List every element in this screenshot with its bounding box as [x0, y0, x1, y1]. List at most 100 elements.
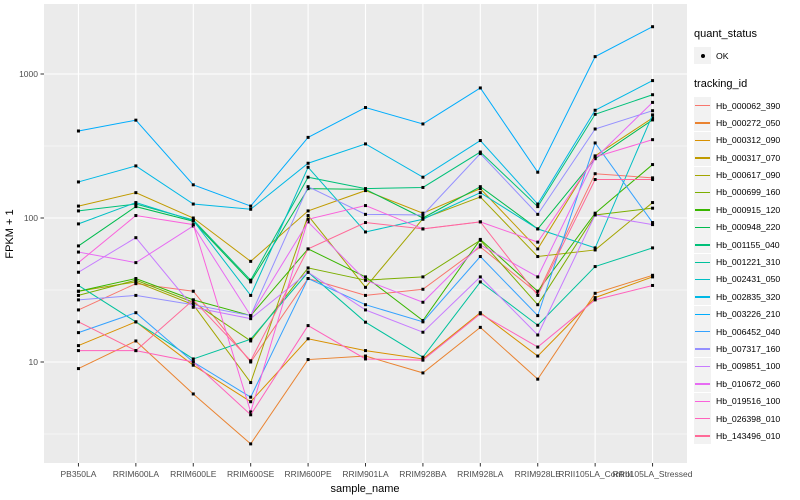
legend-entry-label: Hb_010672_060 — [716, 378, 781, 389]
data-point — [306, 135, 310, 139]
data-point — [306, 337, 310, 341]
data-point — [651, 201, 655, 205]
legend-entry-label: Hb_143496_010 — [716, 430, 781, 441]
line-key-icon — [694, 288, 711, 306]
data-point — [651, 273, 655, 277]
line-key-icon — [694, 375, 711, 393]
data-point — [306, 247, 310, 251]
legend-entry-Hb_001155_040: Hb_001155_040 — [694, 236, 800, 254]
data-point — [191, 219, 195, 223]
data-point — [191, 223, 195, 227]
data-point — [249, 337, 253, 341]
data-point — [478, 245, 482, 249]
legend-entry-label: Hb_002431_050 — [716, 274, 781, 285]
data-point — [191, 303, 195, 307]
data-point — [364, 275, 367, 279]
legend-entry-Hb_003226_210: Hb_003226_210 — [694, 305, 800, 323]
data-point — [306, 324, 310, 328]
data-point — [536, 227, 540, 231]
data-point — [651, 176, 655, 180]
data-point — [76, 261, 80, 265]
data-point — [134, 191, 138, 195]
data-point — [364, 349, 367, 353]
data-point — [306, 185, 310, 189]
legend-entry-label: Hb_003226_210 — [716, 309, 781, 320]
line-key-icon — [694, 340, 711, 358]
data-point — [76, 320, 80, 324]
line-key-icon — [694, 427, 711, 445]
legend-entry-Hb_000617_090: Hb_000617_090 — [694, 166, 800, 184]
legend-title-quant-status: quant_status — [694, 28, 757, 40]
data-point — [478, 187, 482, 191]
data-point — [191, 392, 195, 396]
x-tick-label: RRIM600LE — [170, 469, 217, 479]
legend-entry-Hb_000312_090: Hb_000312_090 — [694, 131, 800, 149]
data-point — [593, 291, 597, 295]
line-key-icon — [694, 253, 711, 271]
data-point — [421, 211, 425, 215]
data-point — [651, 221, 655, 225]
legend-entry-label: Hb_000062_390 — [716, 100, 781, 111]
data-point — [651, 93, 655, 97]
data-point — [536, 275, 540, 279]
data-point — [249, 410, 253, 414]
data-point — [76, 250, 80, 254]
data-point — [651, 138, 655, 142]
data-point — [306, 358, 310, 362]
data-point — [76, 367, 80, 371]
data-point — [478, 150, 482, 154]
data-point — [364, 303, 367, 307]
data-point — [306, 270, 310, 274]
data-point — [536, 293, 540, 297]
line-key-icon — [694, 323, 711, 341]
data-point — [76, 129, 80, 133]
data-point — [651, 118, 655, 122]
legend-entry-label: Hb_026398_010 — [716, 413, 781, 424]
data-point — [478, 86, 482, 90]
data-point — [134, 201, 138, 205]
data-point — [651, 206, 655, 210]
data-point — [651, 283, 655, 287]
x-tick-label: RRII105LA_Control — [558, 469, 632, 479]
data-point — [593, 296, 597, 300]
data-point — [249, 207, 253, 211]
data-point — [249, 280, 253, 284]
legend-entry-Hb_009851_100: Hb_009851_100 — [694, 357, 800, 375]
x-tick-label: PB350LA — [60, 469, 96, 479]
legend-entry-label: Hb_001221_310 — [716, 257, 781, 268]
point-key-icon — [694, 47, 711, 64]
data-point — [134, 282, 138, 286]
legend-entry-Hb_002835_320: Hb_002835_320 — [694, 288, 800, 306]
data-point — [134, 320, 138, 324]
data-point — [306, 209, 310, 213]
legend-entry-label: Hb_000915_120 — [716, 204, 781, 215]
legend-entry-label: Hb_000699_160 — [716, 187, 781, 198]
data-point — [536, 323, 540, 327]
data-point — [249, 413, 253, 417]
legend-entry-Hb_007317_160: Hb_007317_160 — [694, 340, 800, 358]
legend-entry-Hb_000317_070: Hb_000317_070 — [694, 149, 800, 167]
legend-entry-Hb_019516_100: Hb_019516_100 — [694, 392, 800, 410]
y-tick-label: 10 — [29, 357, 39, 367]
data-point — [421, 185, 425, 189]
legend-entry-quant-status-ok: OK — [694, 47, 800, 64]
data-point — [249, 400, 253, 404]
legend-section-tracking-id: tracking_id Hb_000062_390 Hb_000272_050 Hb… — [694, 78, 800, 445]
x-tick-label: RRIM928LA — [457, 469, 504, 479]
data-point — [134, 164, 138, 168]
data-point — [134, 293, 138, 297]
data-point — [593, 213, 597, 217]
data-point — [364, 204, 367, 208]
data-point — [249, 442, 253, 446]
data-point — [421, 330, 425, 334]
legend-entry-label: OK — [716, 50, 729, 61]
line-key-icon — [694, 183, 711, 201]
line-key-icon — [694, 305, 711, 323]
data-point — [593, 155, 597, 159]
data-point — [134, 205, 138, 209]
legend-entry-Hb_143496_010: Hb_143496_010 — [694, 427, 800, 445]
data-point — [364, 357, 367, 361]
data-point — [536, 345, 540, 349]
data-point — [249, 314, 253, 318]
